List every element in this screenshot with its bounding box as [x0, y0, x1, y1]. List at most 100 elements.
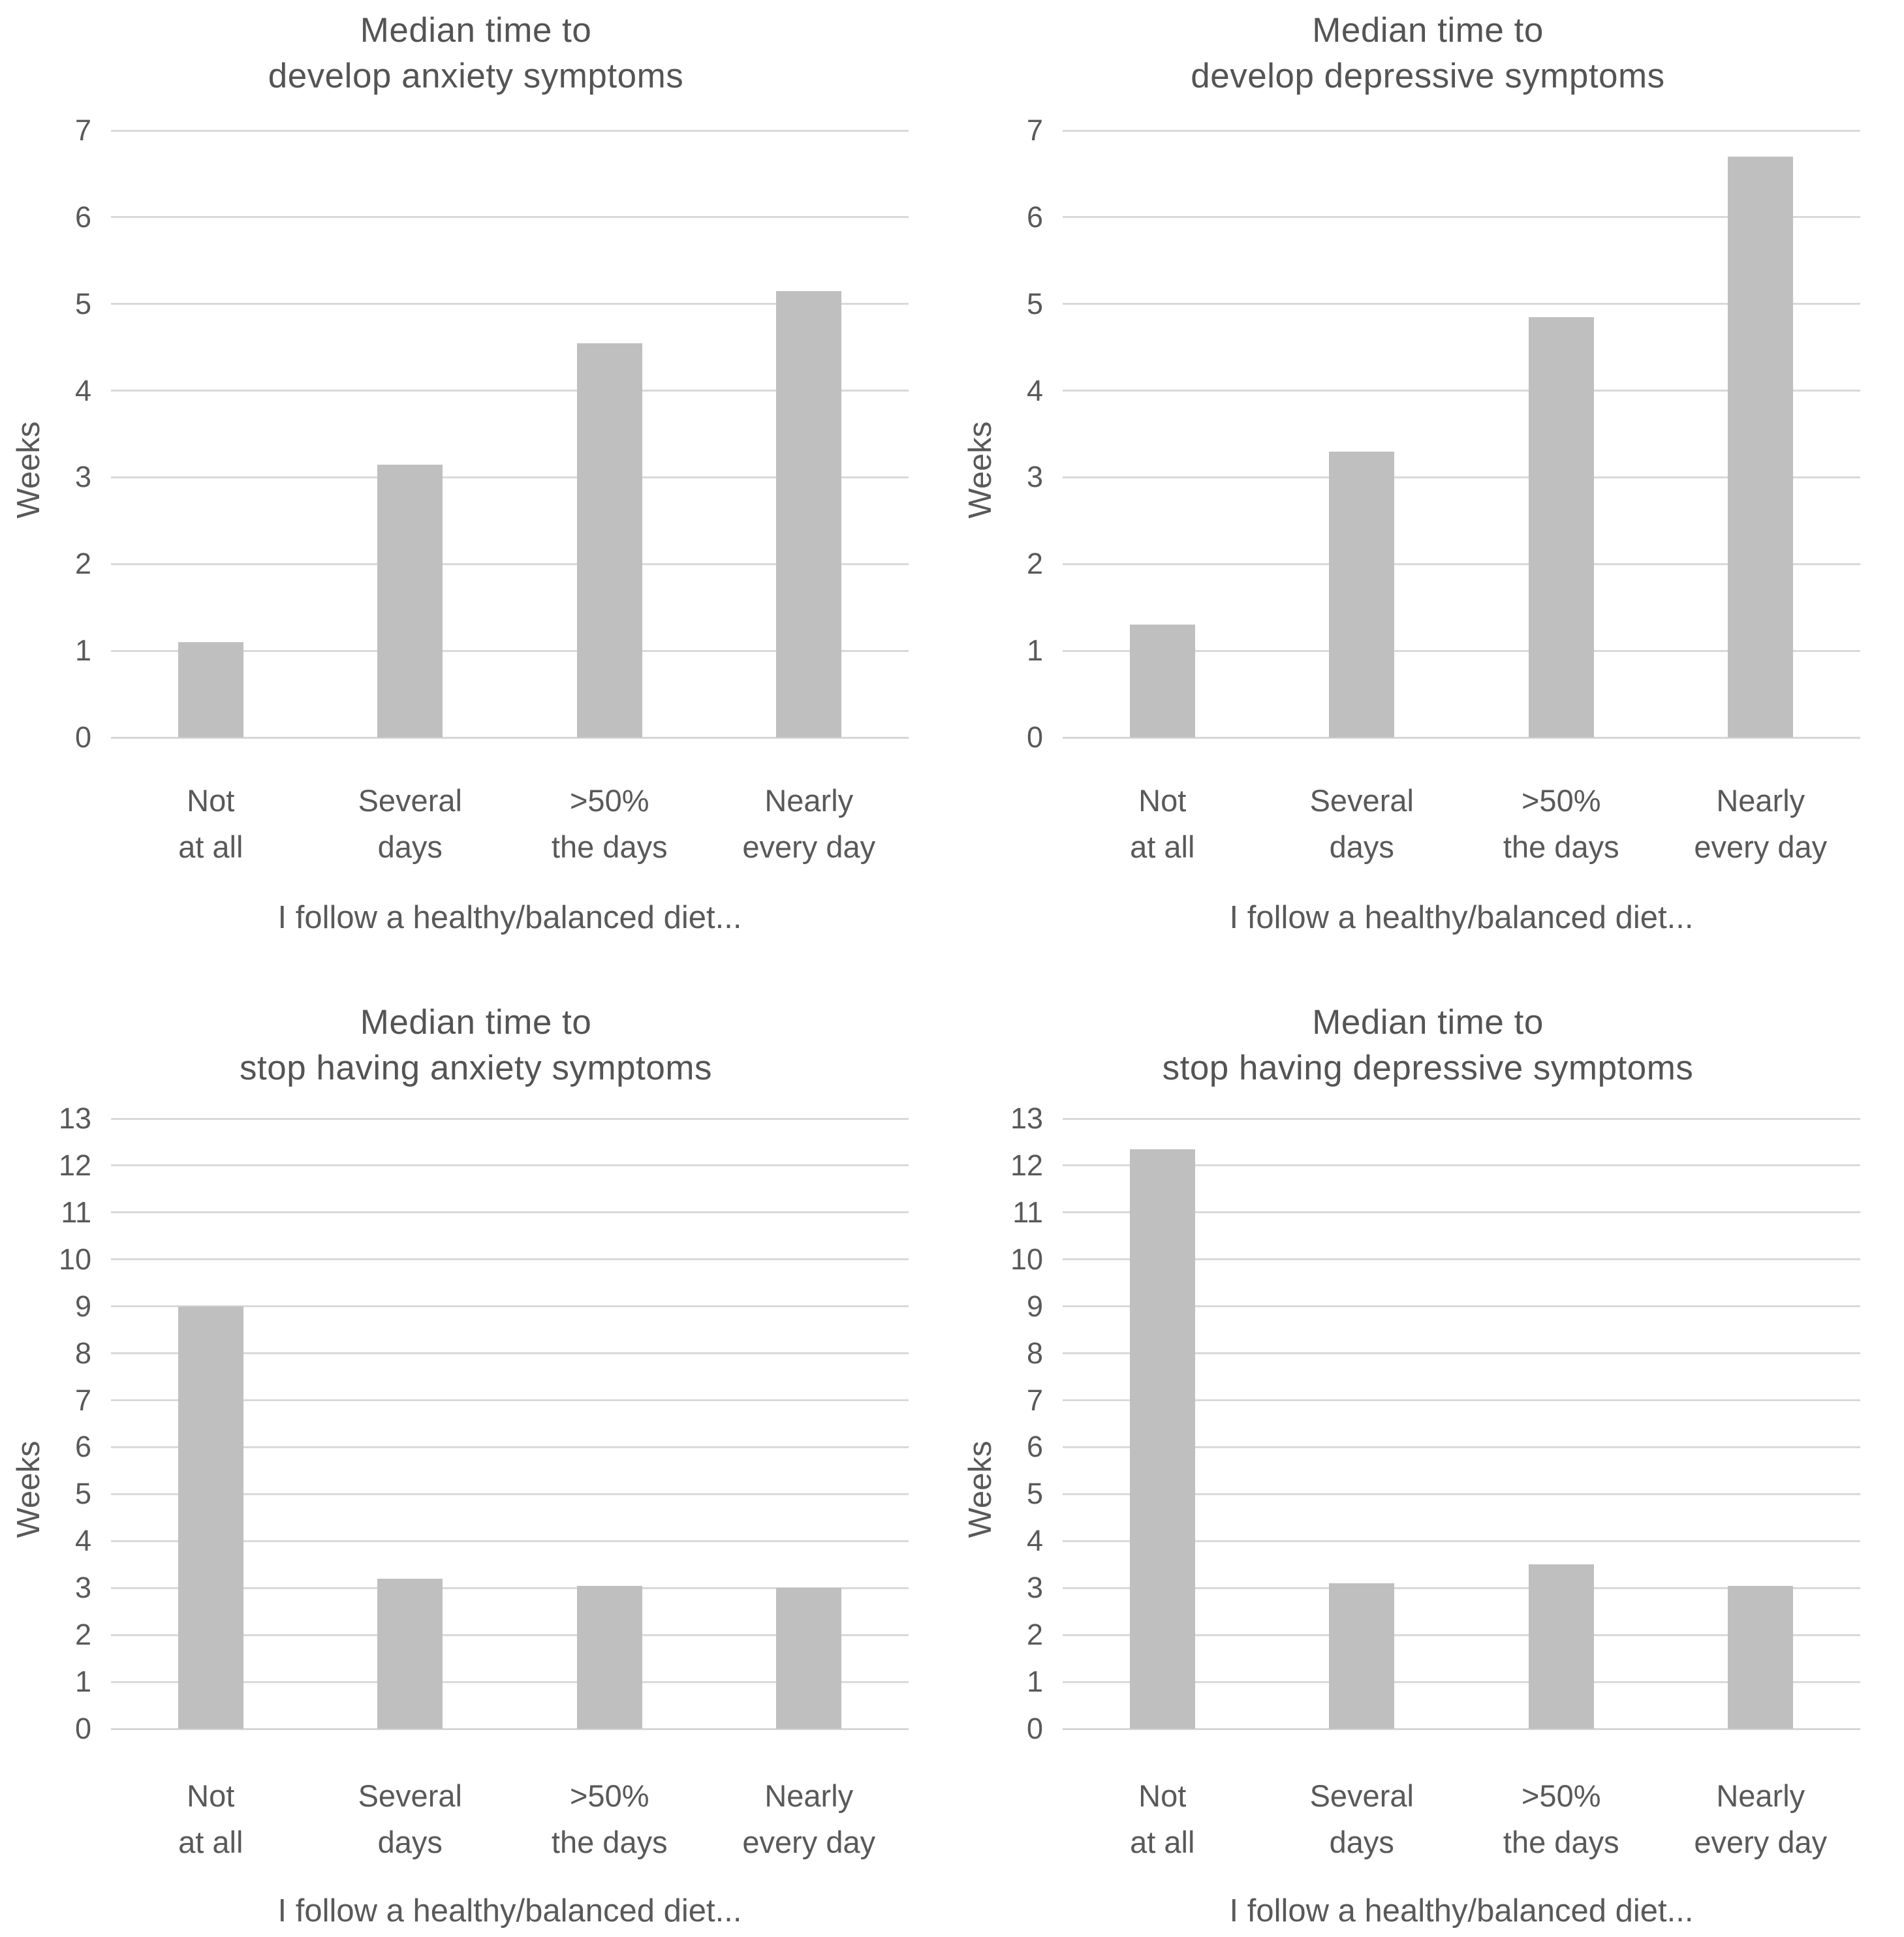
- chart-title-line: Median time to: [1312, 1003, 1544, 1042]
- y-tick-label: 2: [1026, 547, 1043, 581]
- x-category-label-line: at all: [1130, 1824, 1195, 1859]
- bar-nearly-every-day: [776, 1588, 842, 1729]
- gridline: [1063, 1681, 1860, 1683]
- gridline: [111, 1211, 909, 1214]
- x-category-label-line: Several: [358, 1778, 462, 1813]
- y-axis-label: Weeks: [963, 421, 998, 519]
- x-category-label: Nearly every day: [1656, 1773, 1865, 1865]
- gridline: [1063, 1493, 1860, 1495]
- y-tick-label: 1: [74, 1665, 91, 1699]
- gridline: [111, 1587, 909, 1589]
- x-category-label-line: Several: [358, 783, 462, 818]
- bar--50-the-days: [1528, 1564, 1594, 1729]
- x-category-label: >50% the days: [1457, 778, 1666, 870]
- chart-stop-anxiety: Median time to stop having anxiety sympt…: [0, 968, 952, 1937]
- gridline: [111, 563, 909, 565]
- gridline: [111, 1305, 909, 1308]
- y-tick-label: 13: [58, 1102, 91, 1135]
- y-tick-label: 7: [1026, 1383, 1043, 1417]
- x-category-label-line: the days: [1503, 1824, 1619, 1859]
- x-category-label: Nearly every day: [1656, 778, 1865, 870]
- gridline: [111, 476, 909, 478]
- y-tick-label: 10: [58, 1242, 91, 1276]
- gridline: [1063, 1352, 1860, 1355]
- x-category-label-line: days: [377, 1824, 443, 1859]
- x-axis-line: [111, 1728, 909, 1730]
- x-category-label-line: Several: [1309, 1778, 1414, 1813]
- x-category-label-line: Not: [187, 783, 235, 818]
- bar-several-days: [1329, 1583, 1395, 1729]
- plot-area: 0 1 2 3 4 5 6 7 Not at all Several days >50% the days…: [952, 0, 1904, 968]
- x-category-label: >50% the days: [505, 1773, 714, 1865]
- x-category-label-line: Not: [187, 1778, 235, 1813]
- chart-develop-anxiety: Median time to develop anxiety symptoms …: [0, 0, 952, 968]
- chart-title: Median time to stop having anxiety sympt…: [0, 968, 952, 1091]
- bar-not-at-all: [178, 642, 243, 737]
- plot-area: 0 1 2 3 4 5 6 7 8 9 10 11 12 13 Not at all Several days >5…: [952, 968, 1904, 1937]
- bar-nearly-every-day: [776, 290, 842, 737]
- x-category-label-line: >50%: [1521, 783, 1601, 818]
- y-tick-label: 6: [74, 1430, 91, 1464]
- gridline: [1063, 1164, 1860, 1167]
- chart-title-line: develop depressive symptoms: [1191, 56, 1665, 95]
- y-tick-label: 4: [74, 373, 91, 407]
- y-tick-label: 7: [74, 114, 91, 147]
- y-tick-label: 7: [1026, 114, 1043, 147]
- plot-area: 0 1 2 3 4 5 6 7 Not at all Several days >50% the days…: [0, 0, 952, 968]
- x-category-label-line: >50%: [569, 783, 649, 818]
- y-tick-label: 5: [74, 1477, 91, 1511]
- gridline: [111, 216, 909, 219]
- x-axis-title: I follow a healthy/balanced diet...: [277, 1893, 742, 1929]
- y-tick-label: 2: [1026, 1618, 1043, 1652]
- y-tick-label: 5: [1026, 1477, 1043, 1511]
- x-category-label: Several days: [305, 1773, 514, 1865]
- x-axis-title: I follow a healthy/balanced diet...: [277, 900, 742, 935]
- gridline: [1063, 1634, 1860, 1636]
- gridline: [111, 1117, 909, 1120]
- x-category-label-line: >50%: [569, 1778, 649, 1813]
- gridline: [111, 390, 909, 392]
- x-category-label: Several days: [1257, 1773, 1466, 1865]
- gridline: [1063, 1540, 1860, 1542]
- x-category-label-line: days: [1329, 1824, 1394, 1859]
- x-category-label-line: at all: [1130, 829, 1195, 864]
- y-tick-label: 0: [1026, 1712, 1043, 1745]
- bar-not-at-all: [1129, 1149, 1195, 1729]
- gridline: [111, 1164, 909, 1167]
- y-tick-label: 6: [1026, 1430, 1043, 1464]
- x-category-label-line: the days: [1503, 829, 1619, 864]
- y-tick-label: 8: [1026, 1336, 1043, 1370]
- gridline: [111, 303, 909, 305]
- x-category-label: Not at all: [1058, 1773, 1267, 1865]
- y-tick-label: 10: [1010, 1242, 1043, 1276]
- gridline: [1063, 1305, 1860, 1308]
- y-tick-label: 8: [74, 1336, 91, 1370]
- x-category-label-line: Several: [1309, 783, 1414, 818]
- x-category-label-line: Nearly: [764, 1778, 854, 1813]
- x-category-label-line: Nearly: [1716, 783, 1805, 818]
- bar-several-days: [377, 1578, 443, 1729]
- x-category-label-line: Not: [1138, 1778, 1187, 1813]
- x-axis-title: I follow a healthy/balanced diet...: [1229, 900, 1694, 935]
- gridline: [111, 1446, 909, 1448]
- chart-title-line: stop having depressive symptoms: [1162, 1048, 1694, 1087]
- x-category-label: Nearly every day: [704, 778, 913, 870]
- gridline: [1063, 390, 1860, 392]
- chart-title: Median time to stop having depressive sy…: [952, 968, 1904, 1091]
- gridline: [1063, 216, 1860, 219]
- y-tick-label: 12: [58, 1148, 91, 1182]
- x-category-label: Nearly every day: [704, 1773, 913, 1865]
- bar--50-the-days: [576, 343, 642, 737]
- y-tick-label: 7: [74, 1383, 91, 1417]
- y-tick-label: 12: [1010, 1148, 1043, 1182]
- x-category-label: Not at all: [1058, 778, 1267, 870]
- chart-title: Median time to develop anxiety symptoms: [0, 0, 952, 99]
- bar-nearly-every-day: [1728, 156, 1794, 737]
- y-tick-label: 0: [74, 721, 91, 754]
- x-category-label-line: Not: [1138, 783, 1187, 818]
- x-category-label-line: every day: [742, 1824, 876, 1859]
- x-category-label-line: Nearly: [764, 783, 854, 818]
- x-axis-line: [1063, 1728, 1860, 1730]
- x-category-label: Not at all: [106, 778, 315, 870]
